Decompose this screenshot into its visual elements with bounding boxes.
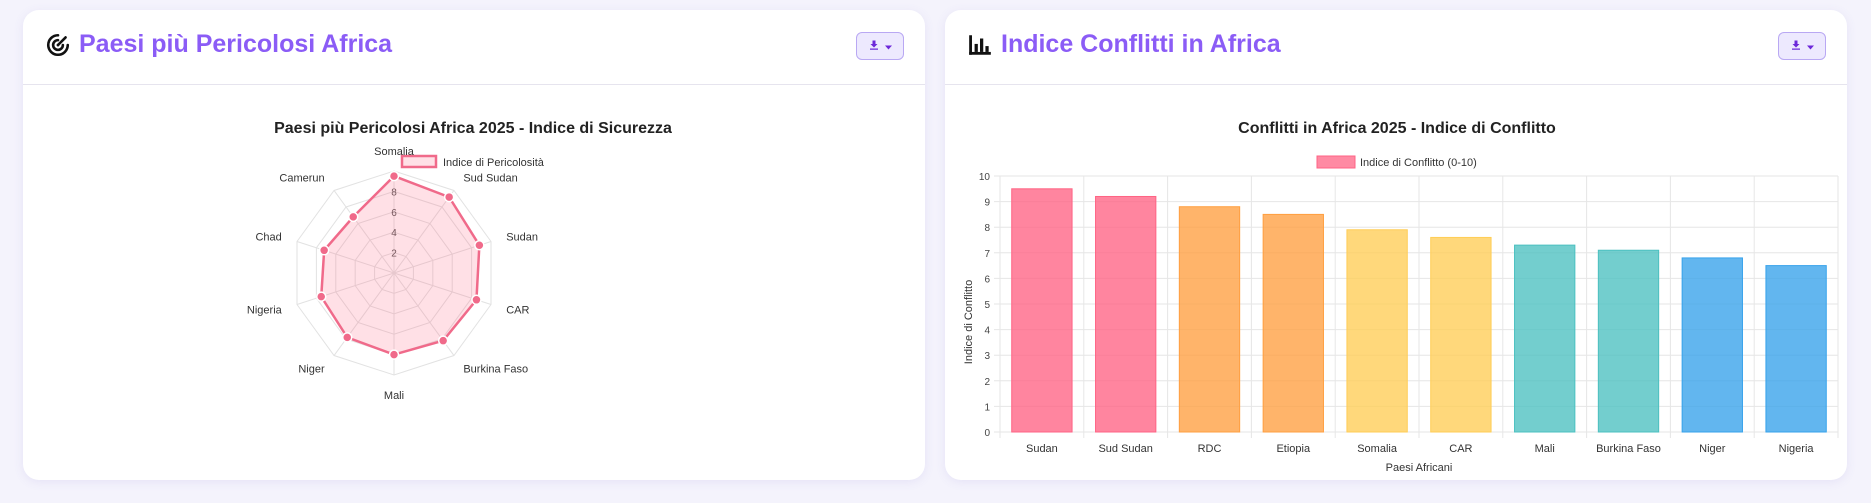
- y-tick-label: 2: [984, 377, 990, 388]
- download-icon: [1791, 37, 1801, 55]
- card-header: Indice Conflitti in Africa: [945, 10, 1847, 85]
- radar-tick-label: 4: [391, 228, 397, 239]
- x-tick-label: CAR: [1449, 443, 1472, 455]
- y-tick-label: 3: [984, 351, 990, 362]
- bar-chart: Conflitti in Africa 2025 - Indice di Con…: [963, 120, 1839, 474]
- radar-point[interactable]: [437, 335, 449, 346]
- radar-chart: Paesi più Pericolosi Africa 2025 - Indic…: [247, 120, 672, 402]
- radar-point[interactable]: [443, 191, 455, 203]
- radar-spoke: [333, 190, 395, 274]
- radar-category-label: CAR: [506, 304, 529, 316]
- radar-category-label: Mali: [384, 390, 404, 402]
- radar-chart-area: Paesi più Pericolosi Africa 2025 - Indic…: [23, 85, 925, 480]
- legend-label[interactable]: Indice di Pericolosità: [443, 157, 545, 169]
- radar-category-label: Chad: [255, 232, 281, 244]
- bar[interactable]: [1262, 213, 1324, 433]
- x-tick-label: Burkina Faso: [1596, 443, 1661, 455]
- legend-swatch[interactable]: [400, 154, 438, 169]
- radar-category-label: Sudan: [506, 232, 538, 244]
- y-tick-label: 8: [984, 223, 990, 234]
- bar-chart-area: Conflitti in Africa 2025 - Indice di Con…: [945, 85, 1847, 480]
- download-button[interactable]: [1778, 32, 1826, 60]
- x-tick-label: Sudan: [1026, 443, 1058, 455]
- bar[interactable]: [1765, 265, 1827, 433]
- radar-spoke: [393, 190, 455, 274]
- bar[interactable]: [1681, 257, 1743, 433]
- card-header: Paesi più Pericolosi Africa: [23, 10, 925, 85]
- radar-spoke: [296, 241, 395, 274]
- download-button[interactable]: [856, 32, 904, 60]
- x-tick-label: RDC: [1198, 443, 1222, 455]
- x-tick-label: Sud Sudan: [1098, 443, 1152, 455]
- y-axis-label: Indice di Conflitto: [963, 280, 975, 364]
- bar[interactable]: [1597, 249, 1660, 433]
- bar[interactable]: [1346, 229, 1408, 433]
- x-tick-label: Somalia: [1357, 443, 1398, 455]
- radar-point[interactable]: [388, 349, 400, 360]
- radar-spoke: [296, 272, 395, 305]
- radar-chart-card: Paesi più Pericolosi Africa Paesi più Pe…: [23, 10, 925, 480]
- x-tick-label: Etiopia: [1276, 443, 1311, 455]
- bar[interactable]: [1178, 206, 1241, 433]
- chart-title: Conflitti in Africa 2025 - Indice di Con…: [1238, 120, 1556, 137]
- bar-chart-icon: [967, 32, 993, 58]
- radar-point[interactable]: [474, 240, 485, 251]
- card-title: Indice Conflitti in Africa: [967, 30, 1281, 59]
- radar-spoke: [333, 272, 395, 356]
- card-title-text: Indice Conflitti in Africa: [1001, 30, 1281, 58]
- chevron-down-icon: [1806, 37, 1814, 55]
- y-tick-label: 0: [984, 428, 990, 439]
- x-tick-label: Niger: [1699, 443, 1726, 455]
- radar-point[interactable]: [318, 245, 330, 256]
- radar-icon: [45, 32, 71, 58]
- radar-category-label: Niger: [298, 363, 325, 375]
- radar-category-label: Somalia: [374, 146, 415, 158]
- y-tick-label: 7: [984, 249, 990, 260]
- radar-tick-label: 6: [391, 208, 397, 219]
- radar-data-area: [319, 174, 481, 356]
- y-tick-label: 5: [984, 300, 990, 311]
- legend-swatch[interactable]: [1316, 155, 1356, 169]
- radar-point[interactable]: [471, 294, 482, 306]
- bar[interactable]: [1430, 236, 1492, 433]
- card-title-text: Paesi più Pericolosi Africa: [79, 30, 393, 58]
- y-tick-label: 1: [984, 402, 990, 413]
- x-tick-label: Mali: [1535, 443, 1555, 455]
- x-axis-label: Paesi Africani: [1386, 462, 1453, 474]
- download-icon: [869, 37, 879, 55]
- radar-point[interactable]: [315, 291, 327, 302]
- chart-title: Paesi più Pericolosi Africa 2025 - Indic…: [274, 120, 672, 137]
- legend-label[interactable]: Indice di Conflitto (0-10): [1360, 157, 1477, 169]
- radar-category-label: Burkina Faso: [463, 363, 528, 375]
- y-tick-label: 10: [979, 172, 991, 183]
- y-tick-label: 4: [984, 326, 990, 337]
- radar-category-label: Camerun: [279, 173, 324, 185]
- bar[interactable]: [1011, 188, 1073, 433]
- radar-point[interactable]: [388, 170, 400, 182]
- bar[interactable]: [1514, 244, 1576, 433]
- y-tick-label: 9: [984, 198, 990, 209]
- radar-category-label: Sud Sudan: [463, 173, 517, 185]
- radar-category-label: Nigeria: [247, 304, 283, 316]
- radar-tick-label: 8: [391, 187, 397, 198]
- y-tick-label: 6: [984, 274, 990, 285]
- bar-chart-card: Indice Conflitti in Africa Conflitti in …: [945, 10, 1847, 480]
- chevron-down-icon: [884, 37, 892, 55]
- radar-point[interactable]: [347, 211, 359, 223]
- bar[interactable]: [1095, 195, 1157, 433]
- x-tick-label: Nigeria: [1779, 443, 1815, 455]
- card-title: Paesi più Pericolosi Africa: [45, 30, 392, 59]
- radar-tick-label: 2: [391, 249, 397, 260]
- radar-point[interactable]: [341, 332, 353, 343]
